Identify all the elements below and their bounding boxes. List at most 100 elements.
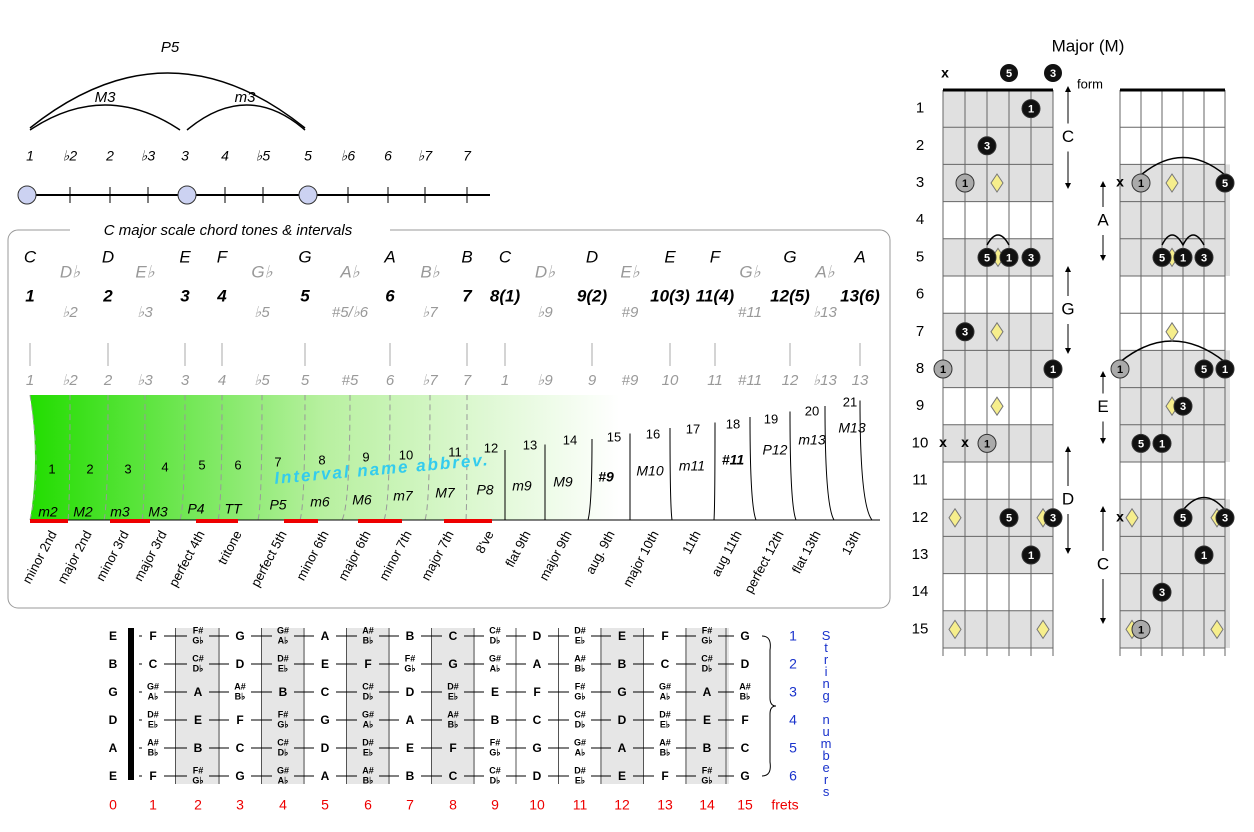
interval-abbrev: M6 <box>352 492 372 508</box>
note-sharp: G# <box>489 653 501 663</box>
note-sharp: C# <box>489 625 501 635</box>
note-sharp: F# <box>575 681 586 691</box>
degree-label: ♭5 <box>256 148 271 164</box>
note-sharp: F# <box>193 765 204 775</box>
note-flat: D♭ <box>490 635 501 645</box>
fret-shade <box>176 628 220 784</box>
note: E <box>406 741 414 755</box>
fret-number: 1 <box>149 797 157 813</box>
note: C <box>236 741 245 755</box>
scale-degree: 10(3) <box>650 286 690 305</box>
fret-number: 4 <box>279 797 287 813</box>
dot-label: 3 <box>1028 252 1034 264</box>
interval-name: aug. 9th <box>582 528 617 577</box>
finger-dot <box>1152 582 1172 602</box>
note-flat: E♭ <box>660 719 670 729</box>
note: B <box>109 657 118 671</box>
note-sharp: D# <box>659 709 671 719</box>
scale-degree: ♭5 <box>254 304 270 321</box>
note-name: F <box>710 247 722 266</box>
interval-abbrev: m11 <box>679 458 705 474</box>
dot-label: 1 <box>1159 438 1165 450</box>
panel-frame <box>7 229 891 609</box>
interval-name: major 6th <box>335 528 374 583</box>
dot-label: 3 <box>1159 587 1165 599</box>
note: E <box>703 713 711 727</box>
dot-label: 5 <box>1159 252 1165 264</box>
form-name: A <box>1097 210 1109 229</box>
fret-number: 8 <box>449 797 457 813</box>
interval-edge <box>67 394 71 521</box>
tie-arc <box>986 234 1010 246</box>
form-label: form <box>1077 76 1103 91</box>
lower-degree: ♭5 <box>254 372 270 389</box>
fret-number: 2 <box>916 137 924 154</box>
dot-label: 5 <box>1222 178 1228 190</box>
note-sharp: F# <box>193 625 204 635</box>
note: B <box>703 741 712 755</box>
note-flat: A♭ <box>278 775 289 785</box>
note-sharp: F# <box>490 737 501 747</box>
finger-dot <box>1131 433 1151 453</box>
interval-number: 12 <box>484 440 498 455</box>
scale-degree: #11 <box>738 304 762 321</box>
note-name: A <box>383 247 395 266</box>
note: F <box>533 685 540 699</box>
note-flat: B♭ <box>363 775 374 785</box>
note-name: G <box>783 247 796 266</box>
lower-degree: 3 <box>181 372 190 389</box>
interval-edge <box>383 394 391 521</box>
interval-edge <box>465 394 468 521</box>
note: F <box>236 713 243 727</box>
root-dot <box>1131 619 1151 639</box>
interval-number: 20 <box>805 403 819 418</box>
dot-label: 1 <box>1138 178 1144 190</box>
note: C <box>321 685 330 699</box>
degree-label: 3 <box>181 148 189 164</box>
interval-abbrev: M13 <box>838 420 865 436</box>
scale-degree: 6 <box>385 286 395 305</box>
degree-label: ♭6 <box>341 148 356 164</box>
interval-abbrev: P8 <box>476 482 493 498</box>
note: C <box>533 713 542 727</box>
scale-degree: 12(5) <box>770 286 810 305</box>
note-flat: A♭ <box>490 663 501 673</box>
interval-number: 1 <box>48 461 55 476</box>
interval-edge <box>424 394 431 521</box>
note-sharp: C# <box>489 765 501 775</box>
note-flat: D♭ <box>490 775 501 785</box>
note-name: G♭ <box>739 262 761 281</box>
interval-arc <box>29 72 306 129</box>
scale-diamond <box>1125 507 1139 528</box>
scale-diamond <box>948 507 962 528</box>
note: E <box>109 769 117 783</box>
interval-edge <box>824 405 835 521</box>
lower-degree: ♭2 <box>62 372 78 389</box>
note: B <box>406 769 415 783</box>
lower-degree: ♭7 <box>422 372 438 389</box>
lower-degree: #9 <box>622 372 639 389</box>
note-sharp: C# <box>701 653 713 663</box>
top-mark: 5 <box>1006 68 1012 80</box>
scale-degree: 3 <box>180 286 190 305</box>
dot-label: 1 <box>1117 364 1123 376</box>
note-name: C <box>24 247 37 266</box>
fret-number: 7 <box>406 797 414 813</box>
fret-number: 11 <box>573 797 588 813</box>
scale-diamond <box>990 396 1004 417</box>
frets-label: frets <box>771 797 798 813</box>
lower-degree: 1 <box>26 372 34 389</box>
note: G <box>448 657 457 671</box>
fret-shade <box>431 628 475 784</box>
interval-number: 13 <box>523 437 537 452</box>
nut <box>128 628 134 780</box>
interval-name: flat 13th <box>789 528 824 576</box>
finger-dot <box>1152 433 1172 453</box>
interval-name: perfect 12th <box>741 528 786 596</box>
interval-edge <box>669 427 673 521</box>
scale-degree: 5 <box>300 286 310 305</box>
interval-number: 11 <box>448 444 462 459</box>
scale-degree: 1 <box>25 286 34 305</box>
interval-name: minor 3rd <box>93 528 132 584</box>
note-sharp: F# <box>702 765 713 775</box>
